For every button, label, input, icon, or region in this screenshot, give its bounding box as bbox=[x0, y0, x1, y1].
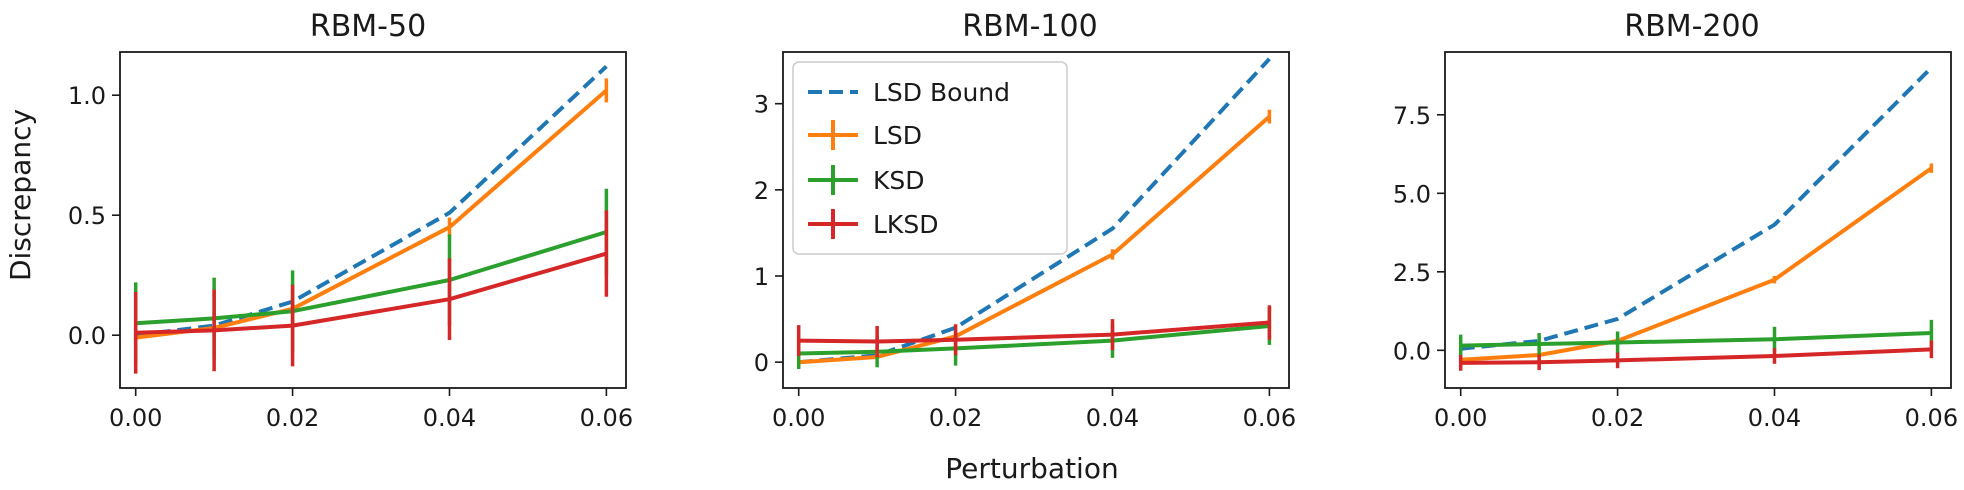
series-line-lsd bbox=[1460, 166, 1933, 362]
y-tick-label: 0.0 bbox=[68, 322, 106, 350]
x-tick-label: 0.00 bbox=[109, 404, 162, 432]
series-group bbox=[133, 64, 609, 374]
legend-label: LSD bbox=[873, 121, 922, 150]
series-line-ksd bbox=[1460, 331, 1932, 348]
series-line-lsd-bound bbox=[135, 64, 608, 338]
series-line-lsd-bound bbox=[1460, 66, 1933, 351]
series-line-lksd bbox=[135, 251, 607, 335]
x-axis-label: Perturbation bbox=[945, 452, 1118, 485]
y-tick-label: 2 bbox=[754, 177, 769, 205]
y-tick-label: 0.5 bbox=[68, 202, 106, 230]
legend-entry-ksd: KSD bbox=[808, 165, 925, 195]
plot-area: 0.00 0.02 0.04 0.06 0.0 0.5 1.0 bbox=[68, 51, 633, 432]
y-tick-label: 3 bbox=[754, 91, 769, 119]
x-tick-label: 0.00 bbox=[772, 404, 825, 432]
legend-entry-lksd: LKSD bbox=[808, 209, 938, 239]
panel-title: RBM-200 bbox=[1624, 9, 1759, 44]
series-line-ksd bbox=[135, 230, 607, 326]
legend-frame bbox=[792, 61, 1068, 255]
legend-label: LSD Bound bbox=[873, 78, 1010, 107]
legend-entry-lsd-bound: LSD Bound bbox=[808, 78, 1010, 107]
x-tick-label: 0.06 bbox=[1243, 404, 1296, 432]
x-tick-label: 0.02 bbox=[266, 404, 319, 432]
legend: LSD Bound LSD KSD LKSD bbox=[792, 61, 1068, 255]
panel-rbm-50: RBM-50 0.00 0.02 0.04 0.06 0.0 0.5 1.0 bbox=[68, 9, 633, 432]
axes-frame bbox=[119, 51, 627, 389]
series-group bbox=[796, 57, 1272, 370]
panel-title: RBM-50 bbox=[310, 9, 426, 44]
panel-rbm-200: RBM-200 0.00 0.02 0.04 0.06 0.0 2.5 5.0 7.5 bbox=[1393, 9, 1958, 432]
y-tick-label: 7.5 bbox=[1393, 102, 1431, 130]
legend-label: KSD bbox=[873, 166, 925, 195]
x-tick-label: 0.04 bbox=[1086, 404, 1139, 432]
y-tick-label: 1.0 bbox=[68, 82, 106, 110]
x-tick-label: 0.02 bbox=[929, 404, 982, 432]
x-tick-label: 0.06 bbox=[1905, 404, 1958, 432]
panel-title: RBM-100 bbox=[962, 9, 1097, 44]
y-tick-label: 0.0 bbox=[1393, 337, 1431, 365]
y-axis-label: Discrepancy bbox=[4, 109, 37, 281]
x-tick-label: 0.00 bbox=[1434, 404, 1487, 432]
x-tick-label: 0.06 bbox=[580, 404, 633, 432]
x-tick-label: 0.02 bbox=[1591, 404, 1644, 432]
axes-frame bbox=[1444, 51, 1952, 389]
y-tick-label: 5.0 bbox=[1393, 180, 1431, 208]
series-line-lsd bbox=[135, 88, 608, 340]
plot-area: 0.00 0.02 0.04 0.06 0 1 2 3 bbox=[754, 51, 1296, 432]
y-tick-label: 2.5 bbox=[1393, 259, 1431, 287]
x-tick-label: 0.04 bbox=[1748, 404, 1801, 432]
axes-frame bbox=[782, 51, 1290, 389]
y-tick-label: 1 bbox=[754, 263, 769, 291]
x-tick-label: 0.04 bbox=[423, 404, 476, 432]
legend-label: LKSD bbox=[873, 210, 938, 239]
series-group bbox=[1458, 66, 1934, 371]
y-tick-label: 0 bbox=[754, 349, 769, 377]
legend-entry-lsd: LSD bbox=[808, 120, 922, 150]
panel-rbm-100: RBM-100 0.00 0.02 0.04 0.06 0 1 2 3 bbox=[754, 9, 1296, 432]
plot-area: 0.00 0.02 0.04 0.06 0.0 2.5 5.0 7.5 bbox=[1393, 51, 1958, 432]
